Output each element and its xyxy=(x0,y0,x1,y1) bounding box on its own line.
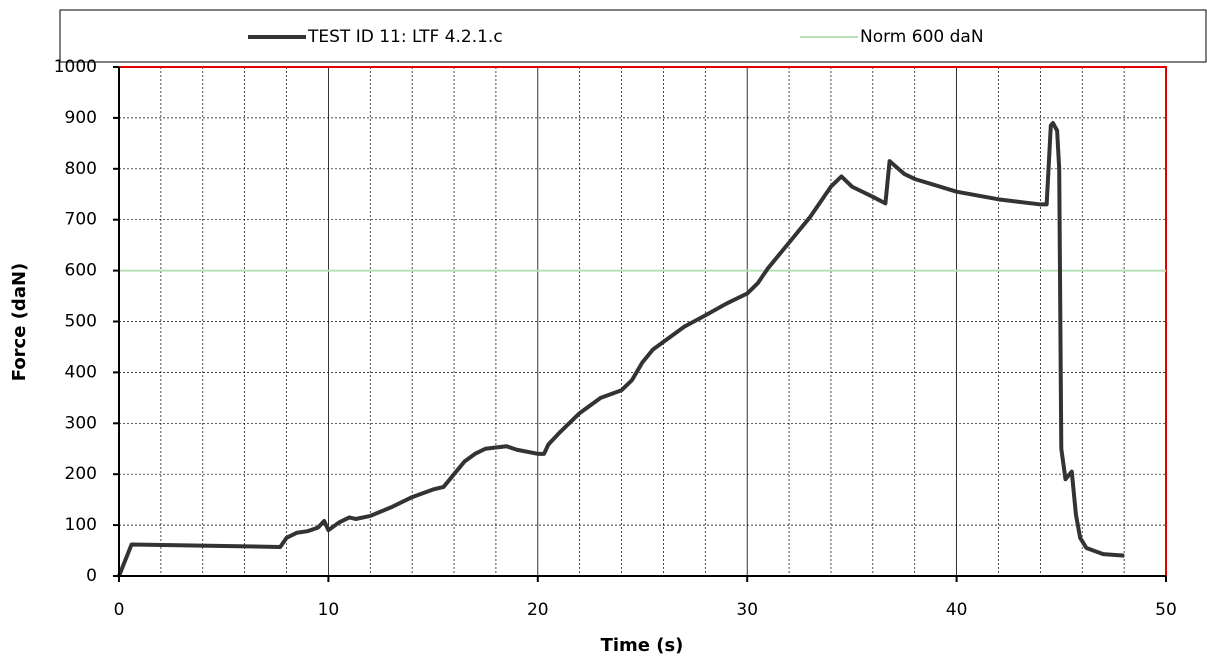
legend-box xyxy=(59,9,1207,63)
y-tick-label: 800 xyxy=(65,159,97,179)
x-tick-label: 40 xyxy=(946,600,968,620)
x-tick-label: 10 xyxy=(318,600,340,620)
x-tick-label: 20 xyxy=(527,600,549,620)
y-tick-label: 600 xyxy=(65,261,97,281)
x-tick-label: 30 xyxy=(736,600,758,620)
x-tick-label: 50 xyxy=(1155,600,1177,620)
y-tick-label: 900 xyxy=(65,108,97,128)
y-tick-label: 0 xyxy=(86,566,97,586)
y-tick-label: 100 xyxy=(65,515,97,535)
y-tick-label: 500 xyxy=(65,312,97,332)
x-axis-title: Time (s) xyxy=(601,635,684,656)
y-tick-label: 700 xyxy=(65,210,97,230)
y-tick-label: 400 xyxy=(65,362,97,382)
y-tick-label: 200 xyxy=(65,464,97,484)
y-tick-label: 300 xyxy=(65,413,97,433)
series-line xyxy=(117,120,1125,577)
y-axis-title: Force (daN) xyxy=(9,263,30,382)
x-tick-label: 0 xyxy=(114,600,125,620)
legend-label: TEST ID 11: LTF 4.2.1.c xyxy=(307,27,503,47)
plot-border xyxy=(119,66,1167,576)
legend-label: Norm 600 daN xyxy=(860,27,984,47)
y-tick-label: 1000 xyxy=(54,57,97,77)
